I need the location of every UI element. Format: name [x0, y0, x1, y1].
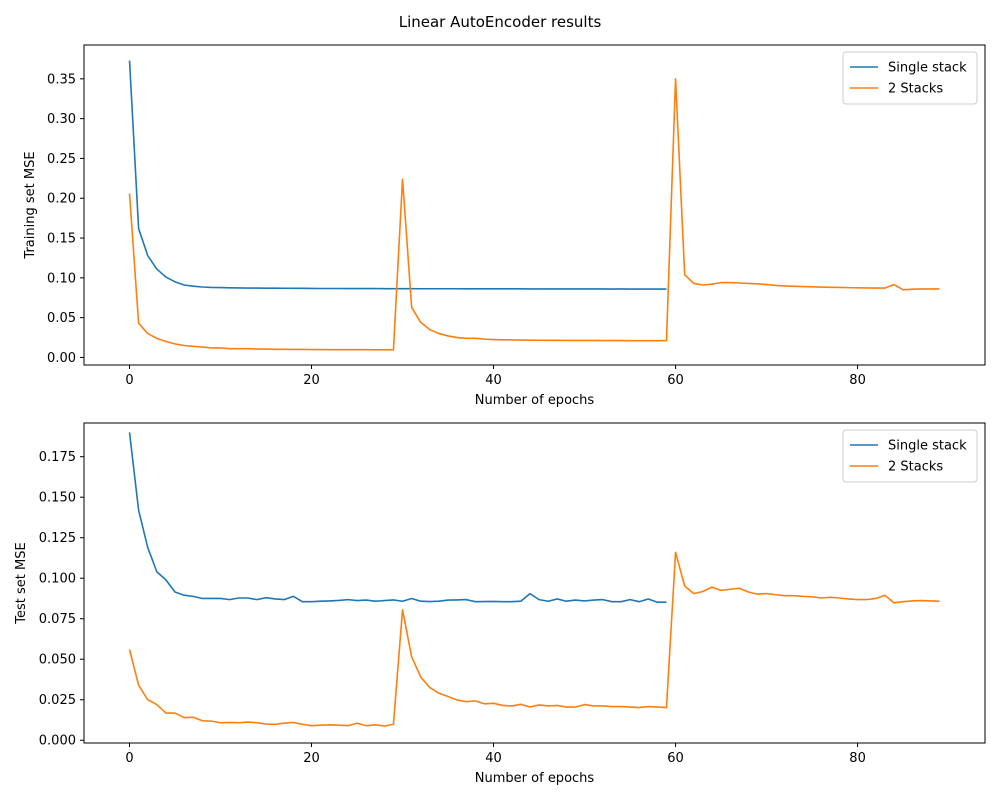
test-series-line-single-stack: [128, 432, 667, 604]
training-legend-label: 2 Stacks: [888, 82, 943, 97]
training-axes-frame: [83, 44, 986, 366]
training-chart: 0 20 40 60 80 0.00 0.05 0.10 0.15 0.20 0.25 0.30 0.3…: [23, 44, 986, 408]
figure-title: Linear AutoEncoder results: [399, 13, 602, 31]
test-y-tick-label: 0.175: [39, 450, 76, 465]
test-x-tick-label: 20: [303, 751, 320, 766]
test-legend: Single stack 2 Stacks: [842, 429, 978, 483]
test-x-tick-label: 60: [667, 751, 684, 766]
training-y-tick-label: 0.30: [47, 112, 76, 127]
test-y-tick-label: 0.150: [39, 491, 76, 506]
test-y-tick-label: 0.100: [39, 572, 76, 587]
test-y-tick-label: 0.075: [39, 612, 76, 627]
test-y-tick-label: 0.025: [39, 693, 76, 708]
training-legend-box: [842, 51, 978, 105]
training-series-line-single-stack: [128, 60, 667, 290]
training-legend: Single stack 2 Stacks: [842, 51, 978, 105]
training-y-tick-label: 0.00: [47, 351, 76, 366]
training-y-tick-label: 0.10: [47, 271, 76, 286]
training-x-tick-label: 80: [849, 373, 866, 388]
test-x-tick-label: 0: [125, 751, 133, 766]
training-legend-label: Single stack: [888, 61, 967, 76]
training-y-tick-label: 0.35: [47, 72, 76, 87]
test-x-tick-label: 80: [849, 751, 866, 766]
test-y-tick-label: 0.050: [39, 653, 76, 668]
test-series-line-two-stacks: [128, 551, 940, 727]
training-y-tick-label: 0.05: [47, 311, 76, 326]
test-y-axis-label: Test set MSE: [14, 542, 29, 624]
training-y-axis-label: Training set MSE: [23, 151, 38, 259]
test-legend-box: [842, 429, 978, 483]
test-chart: 0 20 40 60 80 0.000 0.025 0.050 0.075 0.100 0.125 0…: [14, 422, 986, 786]
training-x-tick-label: 20: [303, 373, 320, 388]
test-x-tick-label: 40: [485, 751, 502, 766]
test-legend-label: Single stack: [888, 439, 967, 454]
test-y-tick-label: 0.125: [39, 531, 76, 546]
training-y-tick-label: 0.25: [47, 152, 76, 167]
training-x-tick-label: 40: [485, 373, 502, 388]
test-y-tick-label: 0.000: [39, 734, 76, 749]
training-x-tick-label: 60: [667, 373, 684, 388]
training-series-line-two-stacks: [128, 78, 940, 351]
training-x-axis-label: Number of epochs: [475, 393, 595, 408]
training-y-tick-label: 0.20: [47, 192, 76, 207]
test-legend-label: 2 Stacks: [888, 460, 943, 475]
test-x-axis-label: Number of epochs: [475, 771, 595, 786]
training-y-tick-label: 0.15: [47, 232, 76, 247]
training-x-tick-label: 0: [125, 373, 133, 388]
test-axes-frame: [83, 422, 986, 744]
